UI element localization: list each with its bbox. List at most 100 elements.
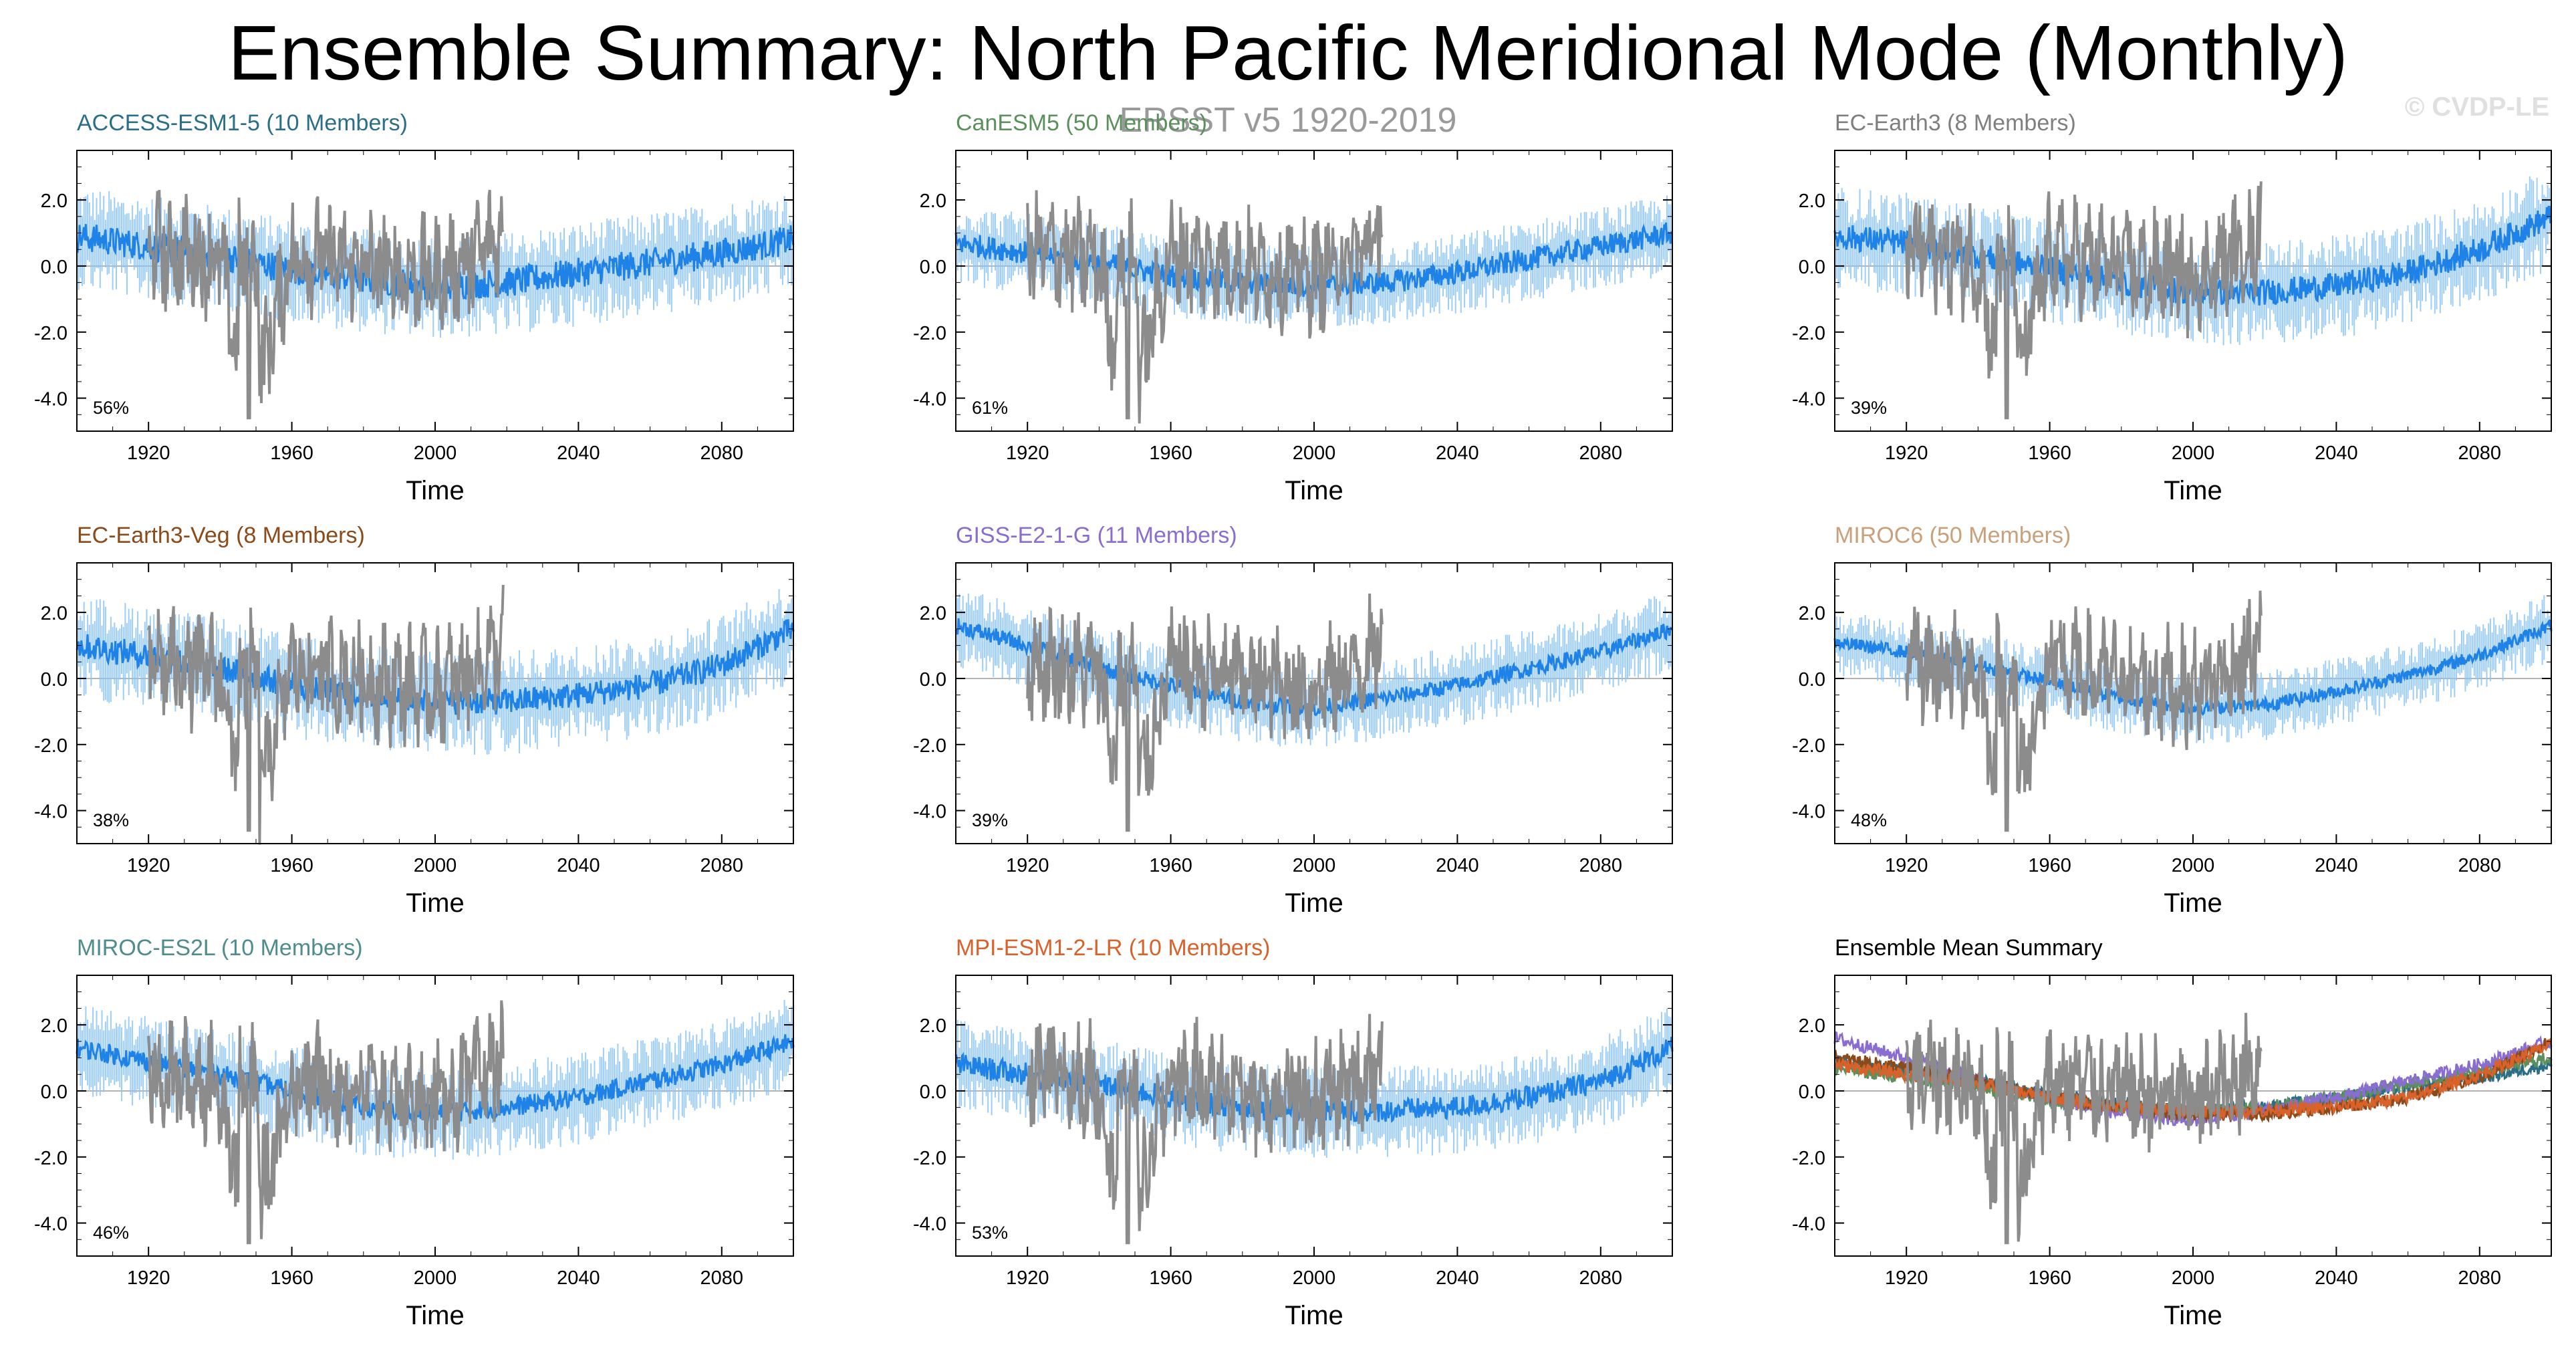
y-tick-label: 0.0 [1799, 257, 1825, 278]
chart-panel: MIROC-ES2L (10 Members) 2.0 0.0 -2.0 -4.0 192… [34, 935, 795, 1330]
observed-line [1026, 190, 1384, 424]
y-tick-label: -2.0 [34, 323, 68, 344]
x-tick-label: 2080 [1579, 855, 1623, 876]
y-tick-label: 2.0 [920, 603, 946, 624]
x-tick-label: 1960 [2028, 855, 2071, 876]
panel-annotation: 56% [93, 398, 129, 418]
y-tick-label: -4.0 [913, 1214, 946, 1235]
observed-line [1905, 181, 2263, 420]
x-axis-label: Time [1285, 1301, 1343, 1330]
ensemble-mean-line [1833, 619, 2553, 718]
x-tick-label: 2080 [700, 855, 744, 876]
x-tick-label: 2080 [1579, 1267, 1623, 1289]
x-tick-label: 2000 [414, 1267, 457, 1289]
panel-annotation: 38% [93, 810, 129, 830]
y-tick-label: -4.0 [1792, 801, 1825, 823]
panel-title: MIROC6 (50 Members) [1835, 523, 2071, 548]
x-tick-label: 2040 [2315, 855, 2358, 876]
panel-annotation: 39% [972, 810, 1008, 830]
y-tick-label: -2.0 [34, 1148, 68, 1169]
x-axis-label: Time [406, 476, 464, 505]
x-tick-label: 1960 [2028, 1267, 2071, 1289]
observed-line [1026, 593, 1384, 832]
y-tick-label: -2.0 [1792, 735, 1825, 757]
x-tick-label: 2000 [2172, 443, 2215, 464]
x-tick-label: 2080 [1579, 443, 1623, 464]
x-tick-label: 2080 [2458, 855, 2502, 876]
x-tick-label: 1920 [1885, 443, 1928, 464]
x-tick-label: 2040 [2315, 1267, 2358, 1289]
panel-title: MPI-ESM1-2-LR (10 Members) [956, 935, 1270, 961]
panel-annotation: 46% [93, 1223, 129, 1243]
x-tick-label: 1920 [1006, 443, 1049, 464]
observed-line [1026, 1013, 1384, 1245]
y-tick-label: -4.0 [913, 389, 946, 410]
observed-line [147, 1000, 505, 1245]
x-tick-label: 2000 [2172, 855, 2215, 876]
x-tick-label: 1920 [1006, 855, 1049, 876]
x-tick-label: 2040 [1436, 1267, 1479, 1289]
x-tick-label: 1960 [1149, 443, 1192, 464]
y-tick-label: -2.0 [913, 735, 946, 757]
y-tick-label: -2.0 [34, 735, 68, 757]
y-tick-label: 2.0 [41, 1015, 68, 1037]
x-tick-label: 1960 [270, 443, 313, 464]
x-tick-label: 2000 [1293, 855, 1336, 876]
x-tick-label: 1960 [270, 1267, 313, 1289]
y-tick-label: 2.0 [920, 1015, 946, 1037]
chart-panel: EC-Earth3 (8 Members) 2.0 0.0 -2.0 -4.0 1920 1… [1792, 110, 2553, 505]
y-tick-label: 2.0 [41, 603, 68, 624]
x-tick-label: 2000 [414, 443, 457, 464]
chart-panel: GISS-E2-1-G (11 Members) 2.0 0.0 -2.0 -4.0 19… [913, 523, 1674, 918]
x-tick-label: 1920 [1885, 1267, 1928, 1289]
panel-title: Ensemble Mean Summary [1835, 935, 2103, 961]
y-tick-label: -2.0 [1792, 1148, 1825, 1169]
x-axis-label: Time [1285, 888, 1343, 918]
x-tick-label: 2040 [2315, 443, 2358, 464]
chart-panel: MPI-ESM1-2-LR (10 Members) 2.0 0.0 -2.0 -4.0… [913, 935, 1674, 1330]
chart-panel: MIROC6 (50 Members) 2.0 0.0 -2.0 -4.0 1920 196… [1792, 523, 2553, 918]
x-tick-label: 2080 [700, 443, 744, 464]
x-tick-label: 2040 [557, 855, 600, 876]
x-tick-label: 2000 [1293, 443, 1336, 464]
x-axis-label: Time [1285, 476, 1343, 505]
x-axis-label: Time [2164, 888, 2222, 918]
panel-annotation: 53% [972, 1223, 1008, 1243]
x-tick-label: 2080 [2458, 443, 2502, 464]
observed-line [147, 189, 505, 420]
figure-subtitle: ERSST v5 1920-2019 [1119, 101, 1457, 140]
x-tick-label: 2000 [2172, 1267, 2215, 1289]
y-tick-label: 0.0 [920, 257, 946, 278]
panel-annotation: 61% [972, 398, 1008, 418]
y-tick-label: 0.0 [41, 1082, 68, 1103]
x-tick-label: 2040 [557, 1267, 600, 1289]
chart-panel: CanESM5 (50 Members) 2.0 0.0 -2.0 -4.0 1920 19… [913, 110, 1674, 505]
y-tick-label: -4.0 [34, 389, 68, 410]
x-axis-label: Time [2164, 476, 2222, 505]
y-tick-label: -4.0 [1792, 1214, 1825, 1235]
panel-title: ACCESS-ESM1-5 (10 Members) [77, 110, 408, 136]
panel-title: MIROC-ES2L (10 Members) [77, 935, 363, 961]
panel-title: GISS-E2-1-G (11 Members) [956, 523, 1237, 548]
x-tick-label: 1920 [127, 443, 170, 464]
x-tick-label: 2040 [557, 443, 600, 464]
x-tick-label: 1960 [1149, 1267, 1192, 1289]
y-tick-label: 2.0 [41, 191, 68, 212]
chart-panel: ACCESS-ESM1-5 (10 Members) 2.0 0.0 -2.0 -4.0… [34, 110, 795, 505]
figure-title: Ensemble Summary: North Pacific Meridion… [228, 9, 2348, 96]
x-tick-label: 1920 [127, 1267, 170, 1289]
y-tick-label: -2.0 [1792, 323, 1825, 344]
x-tick-label: 1920 [1006, 1267, 1049, 1289]
panel-annotation: 48% [1851, 810, 1887, 830]
y-tick-label: 0.0 [41, 257, 68, 278]
y-tick-label: 0.0 [920, 1082, 946, 1103]
y-tick-label: 2.0 [1799, 1015, 1825, 1037]
panel-title: CanESM5 (50 Members) [956, 110, 1207, 136]
watermark: © CVDP-LE [2404, 92, 2549, 122]
y-tick-label: 2.0 [1799, 603, 1825, 624]
x-tick-label: 1960 [270, 855, 313, 876]
x-axis-label: Time [2164, 1301, 2222, 1330]
observed-line [1905, 590, 2263, 832]
y-tick-label: 0.0 [920, 669, 946, 691]
